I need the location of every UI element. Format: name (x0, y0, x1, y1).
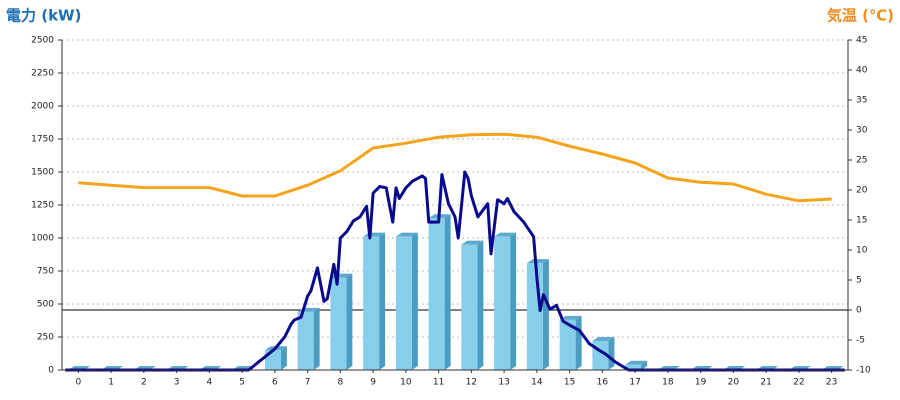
x-tick-label: 19 (695, 378, 707, 388)
y-tick-label: 2250 (31, 69, 54, 79)
bar-side (313, 307, 320, 370)
bar-side (444, 214, 451, 370)
bar (363, 236, 380, 370)
y2-tick-label: 15 (856, 216, 867, 226)
bar-top (592, 336, 615, 341)
y2-tick-label: -5 (856, 336, 865, 346)
bar (428, 218, 445, 370)
x-tick-label: 22 (793, 378, 804, 388)
bar-side (542, 259, 549, 370)
y2-tick-label: -10 (856, 366, 871, 376)
x-tick-label: 6 (272, 378, 278, 388)
bar-side (510, 232, 517, 370)
bar-side (411, 232, 418, 370)
y2-tick-label: 20 (856, 186, 868, 196)
bar (330, 277, 347, 370)
y2-tick-label: 10 (856, 246, 868, 256)
y2-tick-label: 40 (856, 66, 868, 76)
bar-top (494, 232, 517, 237)
x-tick-label: 17 (629, 378, 640, 388)
bar-top (559, 315, 582, 320)
y-tick-label: 750 (37, 267, 54, 277)
y-tick-label: 2500 (31, 36, 54, 46)
bar-side (379, 232, 386, 370)
y-axis-title: 電力 (kW) (6, 7, 81, 25)
y-tick-label: 1250 (31, 201, 54, 211)
y-tick-label: 500 (37, 300, 54, 310)
bar-side (477, 240, 484, 370)
bar-side (575, 315, 582, 370)
y-tick-label: 1500 (31, 168, 54, 178)
y2-tick-label: 5 (856, 276, 862, 286)
x-tick-label: 11 (433, 378, 444, 388)
bar (297, 311, 314, 370)
y-tick-label: 1750 (31, 135, 54, 145)
temperature-line (78, 132, 832, 203)
bar-side (346, 273, 353, 370)
x-tick-label: 2 (141, 378, 147, 388)
x-tick-label: 12 (466, 378, 477, 388)
x-tick-label: 15 (564, 378, 575, 388)
bar-top (526, 259, 549, 264)
x-tick-label: 7 (305, 378, 311, 388)
bar (559, 319, 576, 370)
x-tick-label: 0 (76, 378, 82, 388)
bar (494, 236, 511, 370)
y2-axis-title: 気温 (℃) (827, 7, 894, 25)
bar (526, 263, 543, 370)
bar-side (608, 336, 615, 370)
y2-tick-label: 30 (856, 126, 868, 136)
y2-tick-label: 25 (856, 156, 867, 166)
x-tick-label: 5 (239, 378, 245, 388)
y2-tick-label: 35 (856, 96, 867, 106)
bar (461, 244, 478, 370)
x-tick-label: 4 (207, 378, 213, 388)
x-tick-label: 1 (108, 378, 114, 388)
x-tick-label: 16 (597, 378, 609, 388)
x-tick-label: 10 (400, 378, 412, 388)
power-line (65, 170, 845, 372)
x-tick-label: 21 (760, 378, 771, 388)
bar-top (461, 240, 484, 245)
x-tick-label: 13 (498, 378, 509, 388)
bar-side (641, 360, 648, 370)
y-tick-label: 0 (48, 366, 54, 376)
bar-side (280, 346, 287, 370)
bar (395, 236, 412, 370)
y-tick-label: 1000 (31, 234, 54, 244)
x-tick-label: 3 (174, 378, 180, 388)
x-tick-label: 18 (662, 378, 674, 388)
x-tick-label: 8 (338, 378, 344, 388)
x-tick-label: 23 (826, 378, 837, 388)
x-tick-label: 14 (531, 378, 543, 388)
y-tick-label: 2000 (31, 102, 54, 112)
x-tick-label: 20 (728, 378, 740, 388)
y2-tick-label: 0 (856, 306, 862, 316)
x-tick-label: 9 (370, 378, 376, 388)
y-tick-label: 250 (37, 333, 54, 343)
bar (625, 364, 642, 370)
y2-tick-label: 45 (856, 36, 867, 46)
bar-top (395, 232, 418, 237)
bar-top (625, 360, 648, 365)
